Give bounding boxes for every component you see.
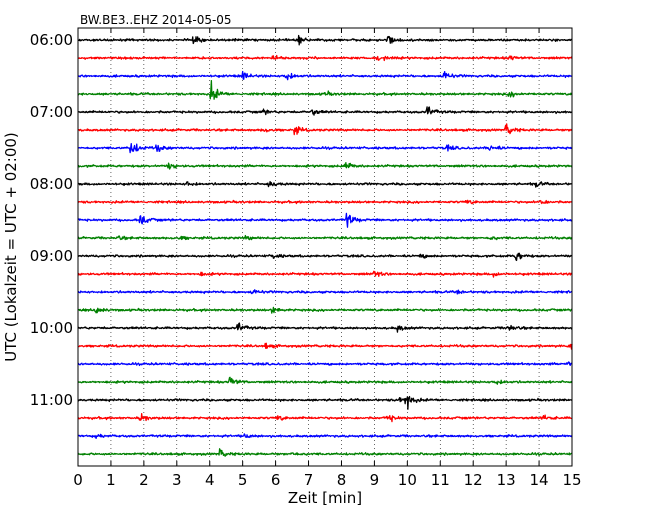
trace-0615 xyxy=(77,54,573,62)
trace-0945 xyxy=(77,306,573,314)
x-tick-label-10: 10 xyxy=(398,471,417,489)
x-tick-label-8: 8 xyxy=(337,471,347,489)
x-axis-ticks: 0 1 2 3 4 5 6 7 8 9 10 11 12 13 14 15 xyxy=(73,28,582,489)
trace-0930 xyxy=(77,289,573,295)
trace-1015 xyxy=(77,342,573,350)
y-axis-label: UTC (Lokalzeit = UTC + 02:00) xyxy=(2,132,20,362)
trace-1000 xyxy=(77,322,573,333)
chart-title: BW.BE3..EHZ 2014-05-05 xyxy=(80,13,232,27)
x-tick-label-5: 5 xyxy=(238,471,248,489)
trace-1045 xyxy=(77,376,573,385)
trace-0830 xyxy=(77,212,573,228)
y-tick-label-0700: 07:00 xyxy=(30,103,73,121)
trace-1115 xyxy=(77,413,573,423)
x-tick-label-9: 9 xyxy=(370,471,380,489)
x-tick-label-0: 0 xyxy=(73,471,83,489)
trace-0600 xyxy=(77,34,573,46)
x-axis-label: Zeit [min] xyxy=(288,489,362,507)
trace-0630 xyxy=(77,70,573,81)
y-tick-label-0800: 08:00 xyxy=(30,175,73,193)
y-axis-ticks: 06:00 07:00 08:00 09:00 10:00 11:00 xyxy=(30,31,572,409)
x-tick-label-11: 11 xyxy=(431,471,450,489)
y-tick-label-0900: 09:00 xyxy=(30,247,73,265)
trace-0730 xyxy=(77,143,573,154)
trace-0715 xyxy=(77,123,573,136)
x-tick-label-15: 15 xyxy=(562,471,581,489)
trace-0645 xyxy=(77,79,573,100)
trace-0915 xyxy=(77,270,573,278)
x-tick-label-1: 1 xyxy=(106,471,116,489)
seismic-traces xyxy=(77,34,573,457)
trace-1100 xyxy=(77,395,573,410)
y-tick-label-1000: 10:00 xyxy=(30,319,73,337)
x-tick-label-3: 3 xyxy=(172,471,182,489)
x-tick-label-14: 14 xyxy=(530,471,549,489)
trace-0800 xyxy=(77,180,573,188)
trace-1130 xyxy=(77,433,573,440)
trace-0900 xyxy=(77,252,573,262)
x-tick-label-6: 6 xyxy=(271,471,281,489)
trace-1030 xyxy=(77,361,573,367)
trace-0845 xyxy=(77,234,573,241)
x-tick-label-13: 13 xyxy=(497,471,516,489)
x-tick-label-12: 12 xyxy=(464,471,483,489)
x-tick-label-2: 2 xyxy=(139,471,149,489)
trace-0745 xyxy=(77,162,573,170)
trace-0700 xyxy=(77,106,573,116)
plot-frame xyxy=(77,27,573,467)
x-tick-label-4: 4 xyxy=(205,471,215,489)
y-tick-label-1100: 11:00 xyxy=(30,391,73,409)
y-tick-label-0600: 06:00 xyxy=(30,31,73,49)
trace-1145 xyxy=(77,448,573,457)
x-tick-label-7: 7 xyxy=(304,471,314,489)
trace-0815 xyxy=(77,199,573,205)
